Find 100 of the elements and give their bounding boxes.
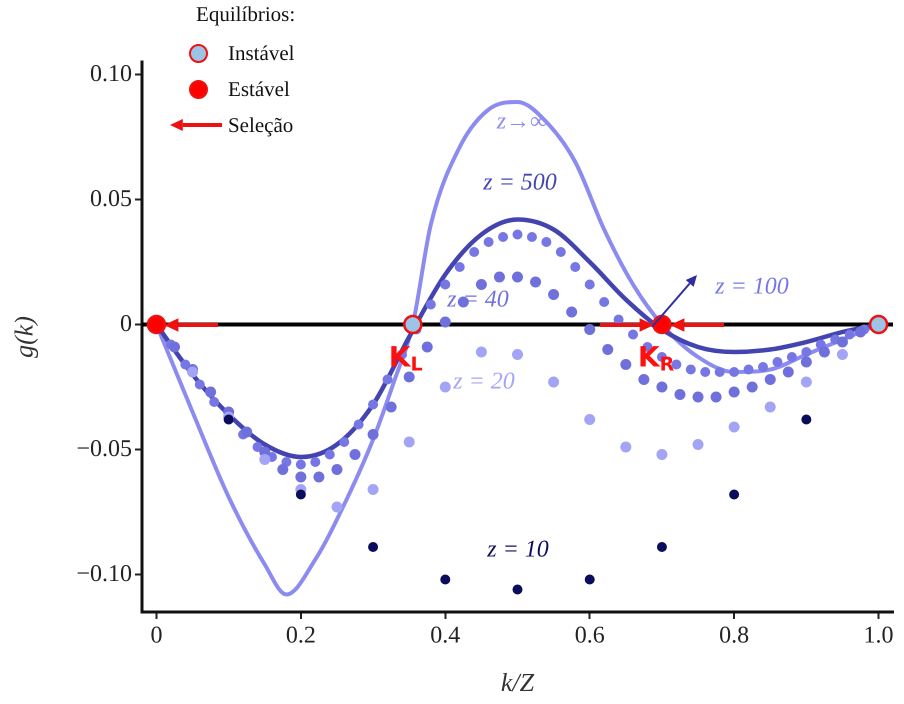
point — [758, 362, 768, 372]
x-tick-label: 0 — [150, 622, 162, 649]
point — [602, 344, 614, 355]
point — [656, 382, 668, 392]
point — [440, 574, 450, 584]
point — [692, 392, 704, 402]
point — [241, 426, 252, 438]
point — [729, 367, 740, 377]
point — [512, 349, 523, 360]
point — [296, 490, 306, 500]
point — [368, 484, 379, 495]
point — [714, 367, 725, 377]
x-tick-label: 0.6 — [574, 622, 605, 649]
point — [310, 457, 320, 467]
legend-label: Estável — [228, 76, 290, 102]
point — [422, 342, 433, 352]
point — [368, 400, 378, 410]
point — [168, 342, 180, 352]
y-tick-label: −0.10 — [76, 560, 132, 587]
point — [512, 230, 522, 240]
point — [194, 380, 205, 390]
point — [764, 402, 776, 412]
point — [746, 382, 758, 392]
point — [440, 280, 450, 290]
x-tick-label: 0.4 — [430, 622, 460, 649]
series-label: z = 20 — [452, 368, 515, 394]
point — [570, 262, 580, 272]
point — [638, 374, 650, 385]
y-tick-label: −0.05 — [76, 436, 132, 462]
point — [800, 356, 812, 368]
point — [252, 442, 263, 452]
text: z = 100 — [714, 273, 789, 300]
point — [584, 324, 596, 335]
point — [295, 472, 306, 482]
point — [331, 502, 342, 512]
point — [744, 364, 754, 374]
point — [628, 330, 638, 340]
point — [772, 357, 782, 367]
point — [556, 247, 566, 257]
point — [801, 414, 812, 424]
point — [146, 314, 166, 334]
point — [313, 472, 324, 482]
point — [454, 262, 465, 272]
point — [614, 314, 624, 324]
x-tick-label: 0.2 — [286, 622, 316, 649]
point — [404, 436, 415, 448]
point — [476, 346, 487, 358]
point — [786, 352, 797, 362]
point — [296, 460, 306, 470]
point — [686, 364, 696, 374]
point — [469, 247, 480, 257]
y-tick-label: 0.10 — [90, 60, 132, 87]
point — [350, 449, 361, 460]
point — [782, 366, 794, 378]
point — [382, 374, 393, 384]
point — [187, 366, 198, 378]
annotation: Seleção — [228, 112, 294, 138]
point — [584, 574, 595, 584]
point — [476, 279, 487, 290]
point — [494, 272, 505, 282]
point — [566, 306, 578, 318]
x-axis-title: k/Z — [500, 668, 535, 698]
point — [440, 316, 451, 328]
point — [620, 442, 632, 452]
point — [440, 382, 451, 392]
point — [205, 386, 216, 398]
point — [512, 584, 522, 594]
point — [530, 276, 542, 288]
point — [818, 346, 830, 358]
point — [368, 542, 378, 552]
point — [209, 397, 220, 407]
point — [656, 542, 667, 552]
point — [404, 372, 415, 382]
point — [426, 300, 436, 310]
point — [710, 392, 722, 402]
point — [339, 437, 350, 447]
point — [386, 402, 397, 412]
point — [868, 314, 888, 334]
point — [584, 414, 596, 425]
point — [728, 422, 740, 432]
point — [277, 464, 288, 475]
y-tick-label: 0.05 — [90, 186, 132, 212]
x-tick-label: 0.8 — [719, 622, 750, 649]
point — [354, 420, 364, 430]
point — [259, 454, 270, 465]
point — [484, 237, 494, 247]
point — [728, 386, 740, 398]
x-tick-label: 1.0 — [864, 622, 894, 649]
legend-title: Equilíbrios: — [196, 2, 296, 27]
point — [324, 450, 335, 460]
point — [844, 330, 855, 340]
point — [368, 429, 379, 440]
point — [526, 232, 537, 242]
point — [331, 464, 342, 475]
point — [541, 237, 552, 247]
point — [599, 297, 610, 307]
point — [498, 232, 508, 242]
point — [180, 360, 190, 370]
point — [836, 349, 848, 360]
point — [700, 367, 710, 377]
